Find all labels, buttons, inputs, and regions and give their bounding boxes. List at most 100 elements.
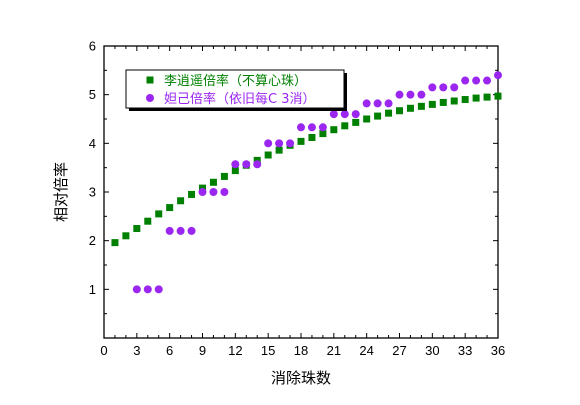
data-point-square	[231, 167, 239, 175]
data-point-circle	[275, 139, 284, 148]
data-point-square	[439, 98, 447, 106]
data-point-circle	[242, 160, 251, 169]
y-tick-label: 4	[89, 136, 96, 151]
data-point-square	[144, 217, 152, 225]
data-point-square	[385, 109, 393, 117]
data-point-circle	[450, 83, 459, 92]
data-point-square	[461, 96, 469, 104]
data-point-circle	[340, 110, 349, 119]
x-tick-label: 3	[133, 343, 140, 358]
data-point-circle	[428, 83, 437, 92]
legend-shadow	[129, 108, 347, 111]
data-point-square	[483, 93, 491, 101]
data-point-circle	[154, 285, 163, 294]
data-point-circle	[461, 76, 470, 85]
data-point-square	[494, 92, 502, 100]
data-point-square	[166, 204, 174, 212]
data-point-square	[341, 122, 349, 130]
data-point-circle	[384, 99, 393, 108]
data-point-circle	[395, 90, 404, 99]
data-point-circle	[143, 285, 152, 294]
y-tick-label: 3	[89, 185, 96, 200]
data-point-circle	[329, 110, 338, 119]
legend-marker-square	[146, 76, 154, 84]
x-tick-label: 27	[392, 343, 406, 358]
legend-item-2: 妲己倍率（依旧每C 3消）	[146, 91, 315, 107]
data-point-circle	[494, 71, 502, 80]
data-point-square	[275, 146, 283, 154]
y-axis-title: 相对倍率	[52, 162, 70, 222]
x-axis-title: 消除珠数	[271, 369, 331, 387]
y-tick-label: 1	[89, 282, 96, 297]
data-point-circle	[231, 160, 240, 169]
data-point-circle	[253, 160, 262, 169]
x-tick-label: 0	[100, 343, 107, 358]
data-point-circle	[176, 226, 185, 235]
series-1	[111, 92, 502, 247]
data-point-square	[352, 118, 360, 126]
x-tick-label: 21	[327, 343, 341, 358]
data-point-square	[122, 232, 130, 240]
data-point-square	[330, 126, 338, 134]
x-tick-label: 9	[199, 343, 206, 358]
legend-box	[125, 69, 345, 109]
data-point-square	[406, 104, 414, 112]
legend-marker-circle	[146, 94, 154, 102]
data-point-square	[220, 172, 228, 180]
data-point-circle	[209, 188, 218, 196]
data-point-square	[319, 130, 327, 138]
y-tick-label: 2	[89, 233, 96, 248]
data-point-square	[111, 239, 119, 247]
data-point-square	[428, 100, 436, 108]
y-tick-label: 6	[89, 39, 96, 54]
data-point-circle	[264, 139, 273, 148]
x-axis-ticks: 0 3 6 9 12 15 18 21 24 27 30 33 36	[100, 46, 505, 358]
data-point-circle	[132, 285, 141, 294]
data-point-square	[450, 97, 458, 105]
legend-label: 李逍遥倍率（不算心珠）	[164, 73, 307, 89]
data-point-circle	[165, 226, 174, 235]
x-tick-label: 36	[491, 343, 505, 358]
legend-shadow	[344, 73, 347, 111]
data-point-circle	[439, 83, 448, 92]
data-point-square	[133, 225, 141, 232]
legend: 李逍遥倍率（不算心珠） 妲己倍率（依旧每C 3消）	[125, 69, 347, 111]
data-point-circle	[472, 76, 481, 85]
data-point-square	[155, 210, 163, 218]
x-tick-label: 15	[261, 343, 275, 358]
data-point-circle	[297, 123, 305, 132]
data-point-square	[177, 197, 185, 205]
data-point-circle	[351, 110, 360, 119]
data-point-square	[417, 102, 425, 110]
y-axis-ticks: 1 2 3 4 5 6	[89, 39, 498, 339]
data-point-square	[264, 151, 272, 159]
x-tick-label: 30	[425, 343, 439, 358]
data-point-square	[396, 107, 403, 115]
data-point-circle	[373, 99, 382, 108]
legend-label: 妲己倍率（依旧每C 3消）	[164, 91, 315, 107]
data-point-circle	[483, 76, 492, 85]
data-point-square	[308, 133, 316, 141]
data-point-square	[209, 178, 217, 186]
data-point-square	[297, 137, 305, 145]
x-tick-label: 12	[228, 343, 242, 358]
data-point-circle	[286, 139, 295, 148]
data-point-circle	[318, 123, 327, 132]
x-tick-label: 6	[166, 343, 173, 358]
data-point-circle	[406, 90, 415, 99]
y-tick-label: 5	[89, 87, 96, 102]
data-point-circle	[362, 99, 371, 108]
x-tick-label: 24	[359, 343, 373, 358]
data-point-square	[363, 115, 371, 123]
data-marks	[111, 71, 502, 294]
data-point-circle	[198, 188, 207, 196]
data-point-circle	[187, 226, 196, 235]
data-point-circle	[307, 123, 316, 132]
data-point-square	[472, 94, 480, 102]
data-point-circle	[417, 90, 426, 99]
series-2	[132, 71, 502, 294]
data-point-circle	[220, 188, 229, 196]
x-tick-label: 18	[294, 343, 308, 358]
data-point-square	[374, 112, 382, 120]
